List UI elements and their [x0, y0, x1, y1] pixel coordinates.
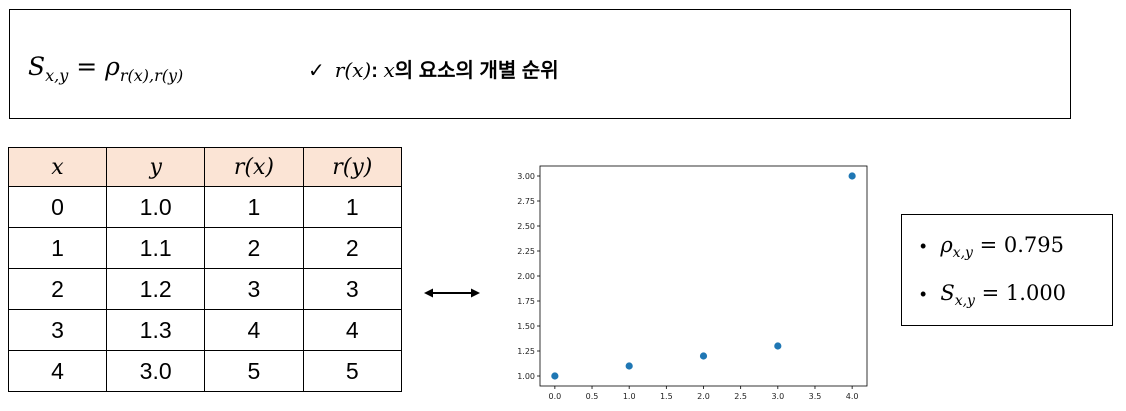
s-symbol: S: [940, 281, 955, 305]
rho-result: • ρx,y = 0.795: [920, 233, 1064, 261]
formula-lhs: S: [28, 52, 46, 81]
formula-rhs-sub-sep: ,: [149, 66, 155, 85]
cell-ry: 4: [302, 309, 403, 351]
x-tick-label: 2.5: [734, 392, 747, 401]
header-ry: r(y): [302, 147, 403, 187]
cell-rx: 5: [204, 350, 304, 392]
cell-rx: 2: [204, 227, 304, 269]
note-term: r(x): [334, 58, 372, 82]
x-tick-label: 2.0: [697, 392, 710, 401]
y-tick-label: 2.25: [517, 247, 535, 256]
x-axis: 0.0 0.5 1.0 1.5 2.0 2.5 3.0 3.5 4.0: [548, 386, 859, 401]
note-colon: :: [371, 60, 378, 82]
cell-ry: 1: [302, 186, 403, 228]
y-tick-label: 3.00: [517, 172, 535, 181]
formula-rhs-sub-ry: r(y): [154, 66, 184, 85]
bullet-icon: •: [920, 284, 927, 304]
rho-symbol: ρ: [940, 233, 953, 257]
y-tick-label: 1.50: [517, 322, 535, 331]
cell-ry: 2: [302, 227, 403, 269]
cell-x: 1: [7, 227, 108, 269]
check-icon: ✓: [308, 58, 325, 82]
table-row: 4 3.0 5 5: [7, 350, 403, 392]
x-tick-label: 3.0: [771, 392, 784, 401]
scatter-point: [551, 372, 559, 380]
y-tick-label: 1.25: [517, 347, 535, 356]
rho-subscript: x,y: [952, 245, 973, 262]
scatter-point: [848, 172, 856, 180]
s-value: = 1.000: [981, 281, 1067, 305]
formula-rho: ρ: [105, 52, 120, 81]
y-tick-label: 1.75: [517, 297, 535, 306]
formula-lhs-subscript: x,y: [45, 66, 69, 85]
cell-rx: 1: [204, 186, 304, 228]
data-points: [551, 172, 856, 380]
rho-value: = 0.795: [979, 233, 1065, 257]
note-text: 의 요소의 개별 순위: [394, 60, 559, 82]
note-variable: x: [383, 58, 395, 82]
header-x: x: [7, 147, 108, 187]
formula-box: Sx,y = ρr(x),r(y) ✓ r(x): x의 요소의 개별 순위: [9, 9, 1071, 119]
scatter-plot: 0.0 0.5 1.0 1.5 2.0 2.5 3.0 3.5 4.0 1.00 1.25 1.50…: [517, 165, 868, 401]
formula-rhs-sub-rx: r(x): [119, 66, 150, 85]
header-y: y: [106, 147, 206, 187]
cell-x: 4: [7, 350, 108, 392]
header-rx: r(x): [204, 147, 304, 187]
scatter-point: [699, 352, 708, 360]
x-tick-label: 1.0: [623, 392, 636, 401]
x-tick-label: 0.5: [586, 392, 599, 401]
results-box: • ρx,y = 0.795 • Sx,y = 1.000: [901, 214, 1113, 326]
cell-x: 2: [7, 268, 108, 310]
x-tick-label: 3.5: [809, 392, 822, 401]
s-result: • Sx,y = 1.000: [920, 281, 1066, 309]
table-row: 2 1.2 3 3: [7, 268, 403, 310]
bullet-icon: •: [920, 236, 927, 256]
x-tick-label: 0.0: [548, 392, 561, 401]
scatter-point: [625, 362, 633, 370]
cell-ry: 5: [302, 350, 403, 392]
cell-rx: 4: [204, 309, 304, 351]
cell-y: 1.2: [106, 268, 206, 310]
cell-y: 1.3: [106, 309, 206, 351]
cell-y: 3.0: [106, 350, 206, 392]
double-arrow-icon: [424, 288, 480, 298]
x-tick-label: 1.5: [660, 392, 673, 401]
table-header-row: x y r(x) r(y): [7, 147, 403, 187]
cell-x: 0: [7, 186, 108, 228]
cell-y: 1.1: [106, 227, 206, 269]
cell-rx: 3: [204, 268, 304, 310]
s-subscript: x,y: [954, 293, 975, 310]
table-row: 0 1.0 1 1: [7, 186, 403, 228]
cell-ry: 3: [302, 268, 403, 310]
spearman-formula: Sx,y = ρr(x),r(y): [28, 52, 183, 85]
y-tick-label: 2.00: [517, 272, 535, 281]
cell-y: 1.0: [106, 186, 206, 228]
table-row: 1 1.1 2 2: [7, 227, 403, 269]
y-tick-label: 2.50: [517, 222, 535, 231]
cell-x: 3: [7, 309, 108, 351]
rank-table: x y r(x) r(y) 0 1.0 1 1 1 1.1 2 2 2 1.2 …: [7, 147, 403, 392]
x-tick-label: 4.0: [846, 392, 859, 401]
y-tick-label: 1.00: [517, 372, 535, 381]
y-axis: 1.00 1.25 1.50 1.75 2.00 2.25 2.50 2.75 3.00: [517, 172, 540, 381]
scatter-point: [774, 342, 782, 350]
y-tick-label: 2.75: [517, 197, 535, 206]
formula-equals: =: [76, 52, 98, 81]
table-row: 3 1.3 4 4: [7, 309, 403, 351]
formula-note: ✓ r(x): x의 요소의 개별 순위: [308, 54, 559, 83]
